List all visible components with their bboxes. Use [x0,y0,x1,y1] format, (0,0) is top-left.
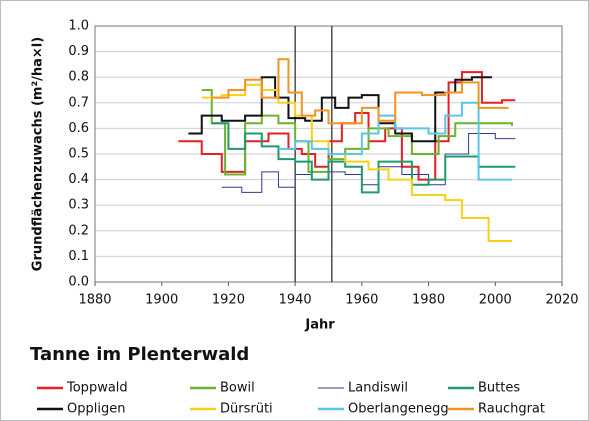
legend-label: Bowil [220,381,255,396]
legend-label: Dürsrüti [220,402,273,417]
x-tick-label: 1980 [412,293,445,308]
x-tick-label: 1960 [345,293,378,308]
y-tick-label: 0.3 [68,198,89,213]
y-tick-label: 0.8 [68,70,89,85]
y-tick-label: 0.2 [68,223,89,238]
plot-border [94,25,563,283]
x-tick-label: 1900 [145,293,178,308]
legend-label: Buttes [478,381,520,396]
x-tick-label: 1920 [212,293,245,308]
y-tick-label: 0.0 [68,275,89,290]
legend-label: Landiswil [348,381,408,396]
series-line [211,58,509,125]
y-tick-label: 0.9 [68,44,89,59]
y-tick-label: 0.4 [68,172,89,187]
y-tick-label: 0.6 [68,121,89,136]
series-line [211,122,516,194]
y-tick-label: 0.1 [68,249,89,264]
x-tick-label: 2020 [545,293,578,308]
y-axis-title: Grundflächenzuwachs (m²/ha×l) [31,37,46,271]
legend-label: Toppwald [66,381,128,396]
legend-label: Oberlangenegg [348,402,449,417]
y-tick-label: 1.0 [68,19,89,34]
series-line [221,133,516,193]
x-axis-title: Jahr [304,318,335,333]
legend-label: Rauchgrat [478,402,545,417]
chart-title: Tanne im Plenterwald [30,344,249,365]
y-tick-label: 0.7 [68,95,89,110]
x-tick-label: 1880 [78,293,111,308]
legend-label: Oppligen [67,402,125,417]
x-tick-label: 1940 [279,293,312,308]
x-tick-label: 2000 [479,293,512,308]
y-tick-label: 0.5 [68,147,89,162]
